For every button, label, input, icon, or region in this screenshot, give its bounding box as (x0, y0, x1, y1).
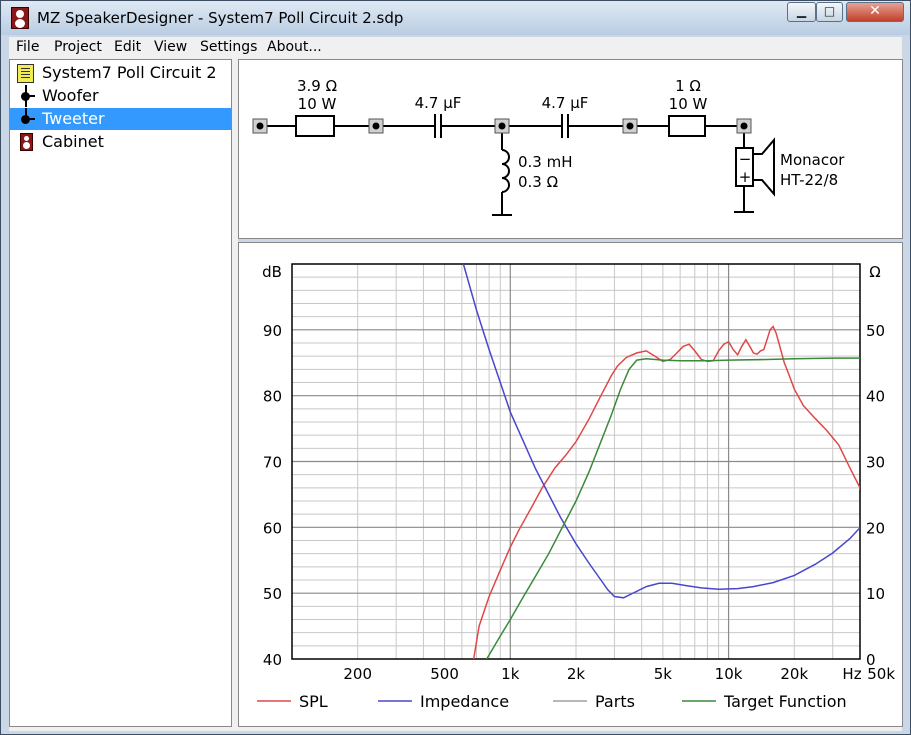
menu-settings[interactable]: Settings (200, 39, 258, 55)
x-axis-unit: Hz (842, 665, 861, 683)
resistor-r2[interactable] (668, 115, 706, 137)
y-tick-label-left: 90 (263, 322, 282, 340)
speaker-app-icon (11, 7, 29, 29)
tree-item-cabinet[interactable]: Cabinet (10, 131, 231, 153)
minimize-button[interactable]: ▁ (787, 2, 816, 22)
status-strip (9, 727, 902, 731)
frequency-response-chart[interactable]: 40 50 60 70 80 90 0 10 20 30 40 50 200 500 1k 2k 5k 10k… (239, 243, 902, 726)
circuit-diagram: − + 3.9 Ω 10 W 4.7 µF 4.7 µF 1 Ω 10 W (252, 77, 845, 216)
tree-item-label: Woofer (42, 86, 99, 105)
menu-file[interactable]: File (16, 39, 40, 55)
c2-value-label: 4.7 µF (542, 94, 589, 112)
tree-item-tweeter[interactable]: Tweeter (10, 108, 231, 130)
circuit-panel: − + 3.9 Ω 10 W 4.7 µF 4.7 µF 1 Ω 10 W (238, 59, 903, 239)
node-2[interactable] (372, 122, 380, 130)
l1-value-label: 0.3 mH (518, 153, 573, 171)
y-tick-label-left: 70 (263, 454, 282, 472)
y-tick-label-right: 40 (866, 388, 885, 406)
y-tick-label-right: 10 (866, 585, 885, 603)
legend-label: Parts (595, 692, 635, 711)
menu-about[interactable]: About... (267, 39, 322, 55)
r1-value-label: 3.9 Ω (297, 77, 337, 95)
crossover-node-icon (18, 108, 35, 130)
y-tick-label-left: 40 (263, 651, 282, 669)
node-4[interactable] (626, 122, 634, 130)
x-tick-label: 50k (867, 665, 895, 683)
r1-power-label: 10 W (298, 95, 337, 113)
resistor-r1[interactable] (295, 115, 335, 137)
tree-item-label: System7 Poll Circuit 2 (42, 63, 217, 82)
legend-item-impedance[interactable]: Impedance (378, 692, 509, 711)
legend-item-target-function[interactable]: Target Function (682, 692, 847, 711)
vertical-splitter[interactable] (232, 59, 238, 727)
r2-value-label: 1 Ω (675, 77, 701, 95)
legend-label: Target Function (723, 692, 847, 711)
menu-view[interactable]: View (154, 39, 188, 55)
y-tick-label-left: 50 (263, 585, 282, 603)
menu-project[interactable]: Project (54, 39, 102, 55)
tree-item-label: Cabinet (42, 132, 104, 151)
x-tick-label: 5k (654, 665, 673, 683)
menu-bar: File Project Edit View Settings About... (9, 37, 902, 59)
driver-symbol[interactable] (735, 147, 754, 187)
title-bar: MZ SpeakerDesigner - System7 Poll Circui… (1, 1, 910, 35)
x-tick-label: 10k (715, 665, 743, 683)
x-tick-label: 2k (567, 665, 586, 683)
maximize-button[interactable]: □ (816, 2, 843, 22)
tree-item-woofer[interactable]: Woofer (10, 85, 231, 107)
driver-brand-label: Monacor (780, 151, 845, 169)
tree-item-project[interactable]: System7 Poll Circuit 2 (10, 62, 231, 84)
cabinet-icon (20, 133, 33, 151)
node-1[interactable] (256, 122, 264, 130)
y-tick-label-left: 60 (263, 519, 282, 537)
crossover-node-icon (18, 85, 35, 107)
tree-item-label: Tweeter (42, 109, 105, 128)
left-axis-unit: dB (262, 263, 282, 281)
plot-frame (291, 263, 861, 660)
y-tick-label-right: 30 (866, 454, 885, 472)
legend-item-parts[interactable]: Parts (553, 692, 635, 711)
graph-panel: 40 50 60 70 80 90 0 10 20 30 40 50 200 500 1k 2k 5k 10k… (238, 242, 903, 727)
series-line-spl (472, 325, 860, 659)
y-tick-label-right: 50 (866, 322, 885, 340)
node-3[interactable] (498, 122, 506, 130)
legend-label: Impedance (420, 692, 509, 711)
x-tick-label: 500 (430, 665, 459, 683)
r2-power-label: 10 W (669, 95, 708, 113)
y-tick-label-left: 80 (263, 388, 282, 406)
x-tick-label: 20k (780, 665, 808, 683)
project-icon (17, 64, 34, 83)
series-line-target-function (486, 357, 860, 659)
y-tick-label-right: 0 (866, 651, 876, 669)
close-button[interactable]: ✕ (846, 2, 904, 22)
legend-item-spl[interactable]: SPL (257, 692, 328, 711)
menu-edit[interactable]: Edit (114, 39, 142, 55)
project-tree: System7 Poll Circuit 2 Woofer Tweeter Ca… (9, 59, 232, 727)
x-tick-label: 1k (501, 665, 520, 683)
window-title: MZ SpeakerDesigner - System7 Poll Circui… (37, 9, 404, 27)
driver-minus-sign: − (739, 150, 752, 168)
driver-plus-sign: + (739, 168, 752, 186)
right-axis-unit: Ω (869, 263, 880, 281)
driver-model-label: HT-22/8 (780, 171, 838, 189)
driver-cone (754, 137, 775, 197)
l1-resistance-label: 0.3 Ω (518, 173, 558, 191)
series-line-impedance (462, 264, 860, 599)
legend-label: SPL (299, 692, 328, 711)
c1-value-label: 4.7 µF (415, 94, 462, 112)
node-5[interactable] (740, 122, 748, 130)
x-tick-label: 200 (343, 665, 372, 683)
y-tick-label-right: 20 (866, 519, 885, 537)
